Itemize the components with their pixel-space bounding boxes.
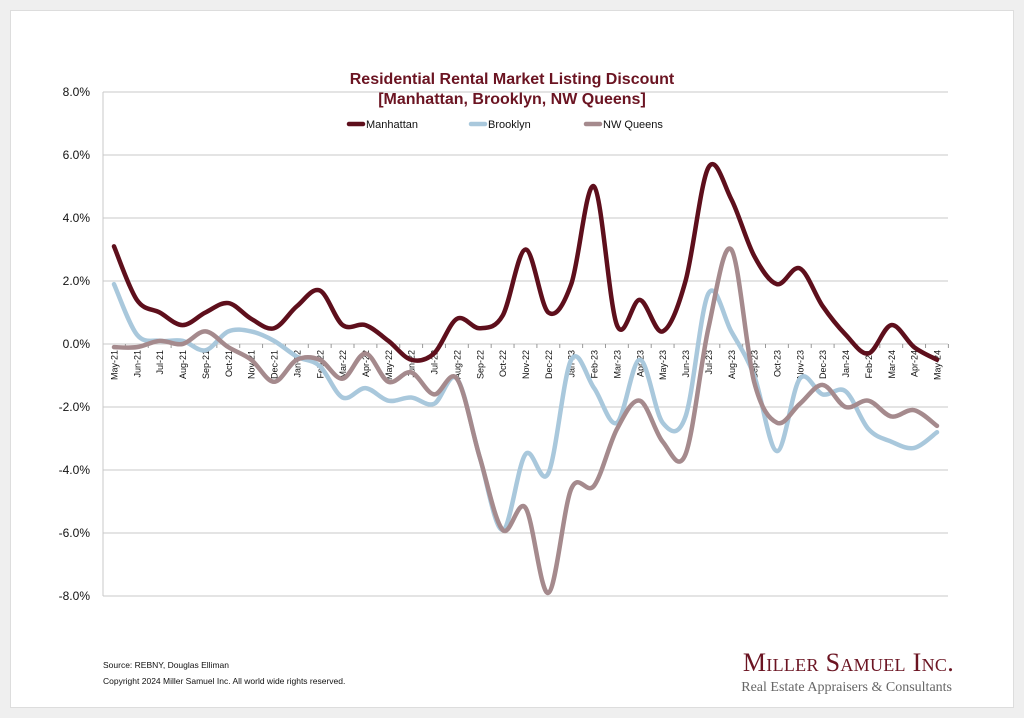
legend-label: Brooklyn bbox=[488, 119, 531, 131]
x-tick-label: Dec-22 bbox=[544, 350, 554, 379]
y-tick-label: 6.0% bbox=[63, 148, 91, 162]
x-tick-label: Aug-22 bbox=[452, 350, 462, 379]
x-tick-label: Feb-23 bbox=[590, 350, 600, 379]
chart-subtitle: [Manhattan, Brooklyn, NW Queens] bbox=[378, 91, 646, 108]
y-tick-label: -2.0% bbox=[59, 400, 91, 414]
x-tick-label: Sep-21 bbox=[201, 350, 211, 379]
y-tick-label: -8.0% bbox=[59, 589, 91, 603]
y-tick-label: -4.0% bbox=[59, 463, 91, 477]
x-tick-label: Dec-21 bbox=[270, 350, 280, 379]
x-tick-label: Oct-22 bbox=[498, 350, 508, 377]
x-tick-label: Mar-24 bbox=[887, 350, 897, 379]
x-tick-label: Nov-22 bbox=[521, 350, 531, 379]
x-tick-label: Apr-23 bbox=[635, 350, 645, 377]
y-tick-label: 4.0% bbox=[63, 211, 91, 225]
x-tick-label: Jun-21 bbox=[132, 350, 142, 378]
x-tick-label: Apr-22 bbox=[361, 350, 371, 377]
series-line-manhattan bbox=[111, 162, 940, 363]
x-tick-label: Jun-22 bbox=[407, 350, 417, 378]
x-tick-label: Sep-22 bbox=[475, 350, 485, 379]
copyright-note: Copyright 2024 Miller Samuel Inc. All wo… bbox=[103, 676, 346, 686]
x-tick-label: May-22 bbox=[384, 350, 394, 380]
x-tick-label: Oct-23 bbox=[772, 350, 782, 377]
legend-label: Manhattan bbox=[366, 119, 418, 131]
x-tick-label: May-21 bbox=[110, 350, 120, 380]
company-logo: Miller Samuel Inc. bbox=[742, 648, 954, 677]
source-note: Source: REBNY, Douglas Elliman bbox=[103, 660, 229, 670]
x-tick-label: Jul-23 bbox=[704, 350, 714, 375]
x-tick-label: Mar-23 bbox=[612, 350, 622, 379]
x-tick-label: Aug-21 bbox=[178, 350, 188, 379]
x-tick-label: Jan-24 bbox=[841, 350, 851, 378]
legend-label: NW Queens bbox=[603, 119, 663, 131]
chart-title: Residential Rental Market Listing Discou… bbox=[349, 71, 675, 88]
chart-card bbox=[10, 10, 1014, 708]
x-tick-label: Jul-21 bbox=[155, 350, 165, 375]
x-tick-label: Jul-22 bbox=[430, 350, 440, 375]
x-tick-label: May-24 bbox=[933, 350, 943, 380]
x-tick-label: Jun-23 bbox=[681, 350, 691, 378]
x-tick-label: Jan-22 bbox=[292, 350, 302, 378]
x-tick-label: Apr-24 bbox=[910, 350, 920, 377]
x-tick-label: Oct-21 bbox=[224, 350, 234, 377]
y-tick-label: 2.0% bbox=[63, 274, 91, 288]
x-tick-label: Feb-24 bbox=[864, 350, 874, 379]
y-tick-label: -6.0% bbox=[59, 526, 91, 540]
x-tick-label: May-23 bbox=[658, 350, 668, 380]
y-tick-label: 8.0% bbox=[63, 85, 91, 99]
company-tagline: Real Estate Appraisers & Consultants bbox=[741, 680, 952, 695]
x-tick-label: Dec-23 bbox=[818, 350, 828, 379]
series-line-brooklyn bbox=[111, 281, 940, 533]
series-line-nw-queens bbox=[111, 246, 940, 596]
x-tick-label: Sep-23 bbox=[750, 350, 760, 379]
x-tick-label: Nov-23 bbox=[795, 350, 805, 379]
x-tick-label: Mar-22 bbox=[338, 350, 348, 379]
x-tick-label: Nov-21 bbox=[247, 350, 257, 379]
x-tick-label: Aug-23 bbox=[727, 350, 737, 379]
y-tick-label: 0.0% bbox=[63, 337, 91, 351]
